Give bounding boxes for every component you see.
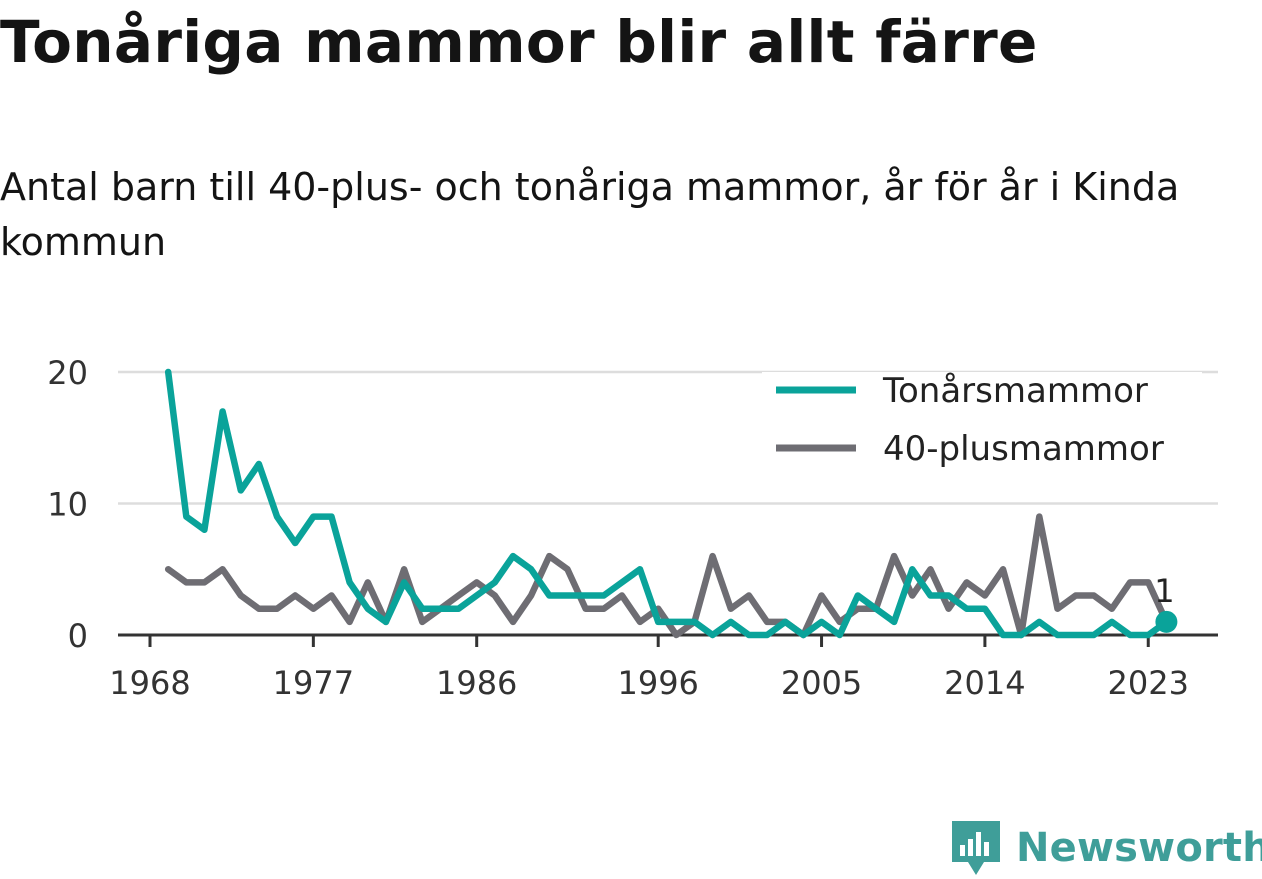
- brand-logo: Newsworthy: [950, 818, 1262, 878]
- x-tick-label: 2005: [781, 664, 862, 702]
- legend-label-forty: 40-plusmammor: [883, 429, 1164, 469]
- x-tick-label: 1977: [273, 664, 354, 702]
- end-point-marker: [1155, 610, 1178, 633]
- series-line-forty: [164, 513, 1170, 639]
- x-tick-label: 2023: [1108, 664, 1189, 702]
- y-tick-label: 20: [47, 354, 88, 392]
- x-tick-label: 2014: [944, 664, 1025, 702]
- newsworthy-logo-icon: [952, 821, 1000, 875]
- chart-title: Tonåriga mammor blir allt färre: [0, 8, 1038, 76]
- chart-subtitle: Antal barn till 40-plus- och tonåriga ma…: [0, 165, 1180, 264]
- end-point-label: 1: [1154, 572, 1174, 610]
- y-tick-label: 0: [68, 617, 88, 655]
- legend: Tonårsmammor 40-plusmammor: [762, 371, 1202, 487]
- end-marker-group: 1: [1154, 572, 1178, 633]
- brand-name: Newsworthy: [1016, 825, 1262, 871]
- x-tick-label: 1968: [109, 664, 190, 702]
- y-axis: 0 10 20: [47, 354, 88, 655]
- legend-label-teen: Tonårsmammor: [882, 371, 1148, 411]
- x-axis: 1968 1977 1986 1996 2005 2014 2023: [109, 633, 1218, 702]
- series: [164, 368, 1170, 639]
- y-tick-label: 10: [47, 486, 88, 524]
- x-tick-label: 1986: [436, 664, 517, 702]
- series-line-teen: [164, 368, 1170, 639]
- x-tick-label: 1996: [617, 664, 698, 702]
